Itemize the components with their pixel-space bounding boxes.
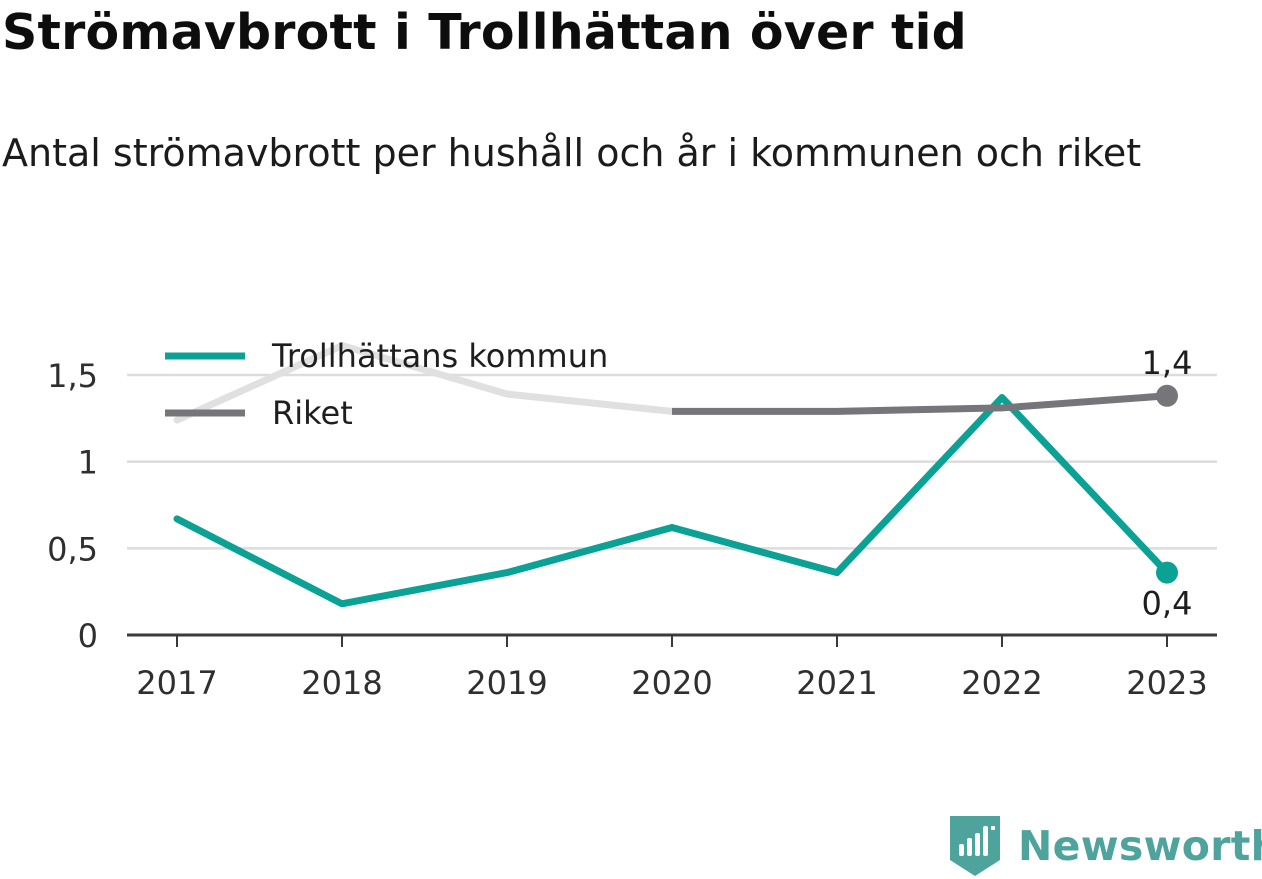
chart-subtitle: Antal strömavbrott per hushåll och år i … <box>2 131 1142 175</box>
series-line <box>672 392 1168 415</box>
series-end-point <box>1156 384 1178 407</box>
series-lines <box>173 342 1178 608</box>
brand-name: Newsworthy <box>1018 822 1262 870</box>
x-tick-label: 2020 <box>631 664 712 702</box>
brand-logo: Newsworthy <box>950 816 1262 876</box>
legend-label: Riket <box>272 394 353 432</box>
x-tick-label: 2023 <box>1126 664 1207 702</box>
series-line-faded <box>173 342 676 424</box>
x-tick-label: 2017 <box>136 664 217 702</box>
x-tick-label: 2021 <box>796 664 877 702</box>
axes: 0 0,5 1 1,5 2017 2018 2019 2020 2021 2022 2023 <box>47 357 1217 702</box>
newsworthy-logo-icon <box>950 816 1000 876</box>
data-labels: 0,4 1,4 <box>1142 344 1193 623</box>
series-end-point <box>1156 561 1178 584</box>
x-tick-label: 2018 <box>301 664 382 702</box>
y-tick-label: 0 <box>78 617 98 655</box>
y-tick-label: 0,5 <box>47 530 98 568</box>
chart-title: Strömavbrott i Trollhättan över tid <box>2 4 967 61</box>
legend-label: Trollhättans kommun <box>271 337 608 375</box>
gridlines <box>127 373 1217 550</box>
x-tick-label: 2022 <box>961 664 1042 702</box>
legend: Trollhättans kommun Riket <box>165 337 608 432</box>
end-value-label: 1,4 <box>1142 344 1193 382</box>
line-chart: 0 0,5 1 1,5 2017 2018 2019 2020 2021 2022 2023 0,4… <box>47 337 1217 702</box>
y-tick-label: 1,5 <box>47 357 98 395</box>
y-tick-label: 1 <box>78 444 98 482</box>
end-value-label: 0,4 <box>1142 585 1193 623</box>
x-tick-label: 2019 <box>466 664 547 702</box>
series-line <box>173 394 1171 608</box>
